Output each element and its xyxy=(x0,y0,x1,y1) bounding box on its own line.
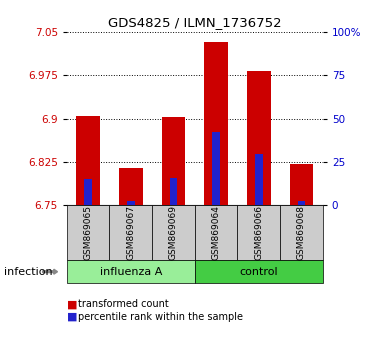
Bar xyxy=(127,201,135,205)
Text: percentile rank within the sample: percentile rank within the sample xyxy=(78,312,243,322)
Text: transformed count: transformed count xyxy=(78,299,169,309)
Text: GSM869065: GSM869065 xyxy=(83,205,93,260)
Text: GSM869068: GSM869068 xyxy=(297,205,306,260)
Bar xyxy=(255,154,263,205)
Text: ■: ■ xyxy=(67,299,77,309)
Text: influenza A: influenza A xyxy=(99,267,162,277)
Text: GSM869069: GSM869069 xyxy=(169,205,178,260)
Bar xyxy=(170,178,177,205)
Text: GSM869066: GSM869066 xyxy=(254,205,263,260)
Bar xyxy=(298,201,305,205)
Bar xyxy=(76,116,100,205)
Bar xyxy=(247,71,270,205)
Bar xyxy=(204,42,228,205)
Text: infection: infection xyxy=(4,267,52,277)
Text: GSM869067: GSM869067 xyxy=(126,205,135,260)
Title: GDS4825 / ILMN_1736752: GDS4825 / ILMN_1736752 xyxy=(108,16,282,29)
Text: control: control xyxy=(239,267,278,277)
Bar xyxy=(162,118,185,205)
Text: ■: ■ xyxy=(67,312,77,322)
Bar xyxy=(290,164,313,205)
Bar xyxy=(84,179,92,205)
Bar xyxy=(212,132,220,205)
Bar xyxy=(119,168,142,205)
Text: GSM869064: GSM869064 xyxy=(211,205,221,260)
